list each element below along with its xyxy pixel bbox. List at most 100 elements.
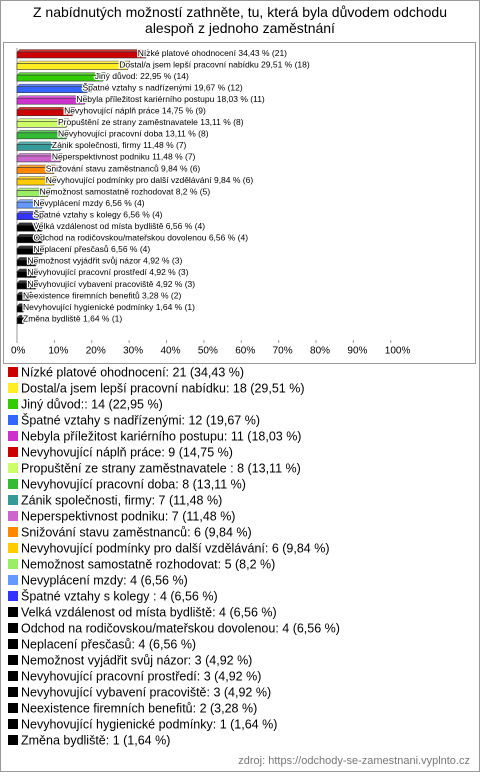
bar-label: Nebyla příležitost kariérního postupu 18… bbox=[76, 94, 265, 104]
legend-swatch bbox=[8, 383, 18, 393]
legend-label: Neplacení přesčasů: 4 (6,56 %) bbox=[21, 637, 196, 651]
legend-swatch bbox=[8, 511, 18, 521]
x-tick-label: 60% bbox=[235, 346, 255, 357]
legend-swatch bbox=[8, 415, 18, 425]
bar bbox=[16, 224, 42, 232]
bar-label: Změna bydliště 1,64 % (1) bbox=[23, 313, 122, 323]
legend-swatch bbox=[8, 367, 18, 377]
bar-label: Jiný důvod: 22,95 % (14) bbox=[95, 71, 189, 81]
legend-label: Nevyhovující pracovní prostředí: 3 (4,92… bbox=[21, 669, 261, 683]
legend-label: Nevyhovující náplň práce: 9 (14,75 %) bbox=[21, 445, 233, 459]
bar bbox=[16, 167, 55, 174]
bar bbox=[16, 282, 36, 290]
bar bbox=[16, 305, 24, 313]
bar-label: Snižování stavu zaměstnanců 9,84 % (6) bbox=[46, 163, 201, 173]
bar bbox=[16, 294, 30, 301]
bar-label: Dostal/a jsem lepší pracovní nabídku 29,… bbox=[119, 59, 310, 69]
x-tick-label: 50% bbox=[198, 346, 218, 357]
legend-swatch bbox=[8, 655, 18, 665]
bar bbox=[16, 132, 67, 140]
bar-label: Odchod na rodičovskou/mateřskou dovoleno… bbox=[34, 233, 249, 243]
bar-label: Nevyhovující podmínky pro další vzdělává… bbox=[46, 175, 254, 185]
legend-swatch bbox=[8, 735, 18, 745]
legend-label: Zánik společnosti, firmy: 7 (11,48 %) bbox=[21, 493, 222, 507]
bar-top bbox=[16, 60, 131, 64]
x-tick-label: 0% bbox=[11, 346, 26, 357]
legend-swatch bbox=[8, 623, 18, 633]
legend-swatch bbox=[8, 687, 18, 697]
bar-label: Zánik společnosti, firmy 11,48 % (7) bbox=[52, 140, 187, 150]
legend-label: Nízké platové ohodnocení: 21 (34,43 %) bbox=[21, 365, 244, 379]
bar bbox=[16, 201, 42, 209]
legend-swatch bbox=[8, 607, 18, 617]
legend-label: Snižování stavu zaměstnanců: 6 (9,84 %) bbox=[21, 525, 252, 539]
legend-label: Nebyla příležitost kariérního postupu: 1… bbox=[21, 429, 301, 443]
x-tick-label: 10% bbox=[48, 346, 68, 357]
bar-label: Propuštění ze strany zaměstnavatele 13,1… bbox=[58, 117, 244, 127]
bar-label: Špatné vztahy s nadřízenými 19,67 % (12) bbox=[83, 82, 243, 92]
legend-label: Odchod na rodičovskou/mateřskou dovoleno… bbox=[21, 621, 340, 635]
x-tick-label: 90% bbox=[347, 346, 367, 357]
legend-label: Špatné vztahy s kolegy : 4 (6,56 %) bbox=[21, 588, 218, 603]
x-tick-label: 20% bbox=[86, 346, 106, 357]
bar bbox=[16, 97, 85, 105]
x-tick-label: 70% bbox=[273, 346, 293, 357]
legend-swatch bbox=[8, 447, 18, 457]
legend-swatch bbox=[8, 399, 18, 409]
bar-label: Nemožnost vyjádřit svůj názor 4,92 % (3) bbox=[27, 256, 182, 266]
legend-label: Nevyhovující podmínky pro další vzdělává… bbox=[21, 541, 329, 555]
bar bbox=[16, 109, 73, 117]
bar-label: Velká vzdálenost od místa bydliště 6,56 … bbox=[34, 221, 206, 231]
bar bbox=[16, 155, 61, 163]
bar-label: Nemožnost samostatně rozhodovat 8,2 % (5… bbox=[40, 186, 211, 196]
bar-label: Nízké platové ohodnocení 34,43 % (21) bbox=[138, 48, 287, 58]
legend-label: Velká vzdálenost od místa bydliště: 4 (6… bbox=[21, 605, 277, 619]
legend-swatch bbox=[8, 703, 18, 713]
x-tick-label: 100% bbox=[385, 346, 411, 357]
bar bbox=[16, 51, 146, 59]
title-box: Z nabídnutých možností zathněte, tu, kte… bbox=[32, 4, 448, 36]
bar-label: Špatné vztahy s kolegy 6,56 % (4) bbox=[34, 209, 163, 219]
bar bbox=[16, 259, 36, 267]
legend-label: Změna bydliště: 1 (1,64 %) bbox=[21, 733, 170, 747]
legend-label: Nevyhovující pracovní doba: 8 (13,11 %) bbox=[21, 477, 246, 491]
legend-swatch bbox=[8, 719, 18, 729]
legend-label: Nemožnost vyjádřit svůj názor: 3 (4,92 %… bbox=[21, 653, 252, 667]
legend-swatch bbox=[8, 575, 18, 585]
bar bbox=[16, 190, 48, 197]
legend-label: Špatné vztahy s nadřízenými: 12 (19,67 %… bbox=[21, 412, 260, 427]
legend-label: Jiný důvod:: 14 (22,95 %) bbox=[21, 397, 163, 411]
bar-label: Nevyhovující pracovní prostředí 4,92 % (… bbox=[27, 267, 188, 277]
legend-label: Propuštění ze strany zaměstnavatele : 8 … bbox=[21, 461, 301, 475]
bar-label: Nevyhovující pracovní doba 13,11 % (8) bbox=[58, 129, 209, 139]
legend-swatch bbox=[8, 559, 18, 569]
legend-swatch bbox=[8, 591, 18, 601]
legend-swatch bbox=[8, 463, 18, 473]
bar bbox=[16, 213, 42, 220]
bar-label: Nevyhovující hygienické podmínky 1,64 % … bbox=[23, 302, 195, 312]
bar bbox=[16, 248, 42, 255]
legend-label: Nevyhovující hygienické podmínky: 1 (1,6… bbox=[21, 717, 277, 731]
bar-label: Nevyplácení mzdy 6,56 % (4) bbox=[34, 198, 145, 208]
bar bbox=[16, 74, 104, 82]
chart-title: Z nabídnutých možností zathněte, tu, kte… bbox=[32, 4, 448, 36]
bar bbox=[16, 271, 36, 278]
x-tick-label: 80% bbox=[310, 346, 330, 357]
bar-top bbox=[16, 49, 149, 53]
bar bbox=[16, 86, 91, 93]
bar bbox=[16, 236, 42, 244]
source: zdroj: https://odchody-se-zamestnani.vyp… bbox=[238, 755, 470, 767]
legend-label: Nevyplácení mzdy: 4 (6,56 %) bbox=[21, 573, 188, 587]
x-tick-label: 40% bbox=[161, 346, 181, 357]
legend-label: Neexistence firemních benefitů: 2 (3,28 … bbox=[21, 701, 257, 715]
bar-label: Neperspektivnost podniku 11,48 % (7) bbox=[52, 152, 196, 162]
legend-swatch bbox=[8, 671, 18, 681]
legend-label: Nemožnost samostatně rozhodovat: 5 (8,2 … bbox=[21, 557, 275, 571]
bar bbox=[16, 121, 67, 128]
legend-label: Dostal/a jsem lepší pracovní nabídku: 18… bbox=[21, 381, 304, 395]
bar-label: Neplacení přesčasů 6,56 % (4) bbox=[34, 244, 151, 254]
bar bbox=[16, 63, 128, 70]
bar bbox=[16, 178, 55, 186]
bar-label: Neexistence firemních benefitů 3,28 % (2… bbox=[23, 290, 181, 300]
